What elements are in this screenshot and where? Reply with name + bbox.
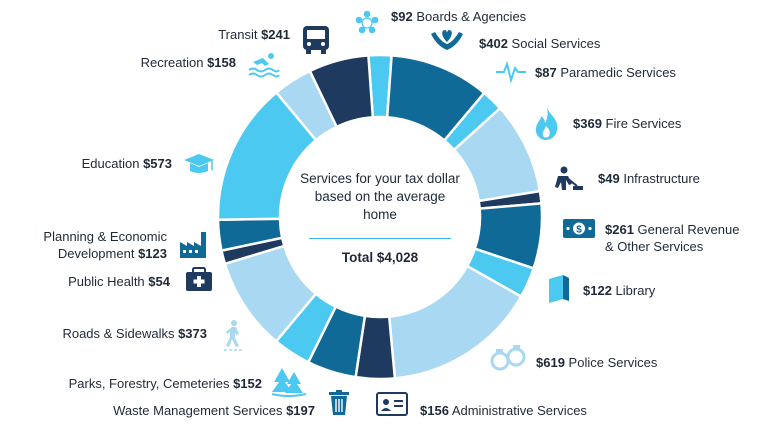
donut-slices: [216, 53, 544, 381]
id-card-icon: [376, 392, 408, 416]
flame-icon: [535, 108, 558, 140]
label-public-health: Public Health $54: [68, 274, 170, 289]
label-social-services: $402 Social Services: [479, 36, 601, 51]
bus-icon: [303, 26, 329, 54]
medical-kit-icon: [186, 267, 212, 291]
total-label: Total $4,028: [341, 250, 419, 265]
caring-hands-icon: [431, 30, 463, 50]
swimmer-icon: [248, 53, 280, 78]
people-circle-icon: [355, 10, 379, 34]
heartbeat-icon: [496, 60, 526, 84]
worker-shovel-icon: [555, 166, 583, 190]
label-parks-forestry: Parks, Forestry, Cemeteries $152: [68, 376, 262, 391]
book-icon: [549, 275, 569, 303]
label-general-revenue: $261 General Revenue & Other Services: [605, 222, 740, 254]
label-boards-agencies: $92 Boards & Agencies: [391, 9, 527, 24]
label-administrative-services: $156 Administrative Services: [420, 403, 587, 418]
label-education: Education $573: [81, 156, 172, 171]
label-waste-management: Waste Management Services $197: [113, 403, 315, 418]
pedestrian-icon: [224, 320, 244, 351]
graduation-cap-icon: [184, 154, 214, 173]
label-paramedic-services: $87 Paramedic Services: [535, 65, 676, 80]
label-police-services: $619 Police Services: [536, 355, 658, 370]
center-divider: [309, 238, 451, 239]
label-roads-sidewalks: Roads & Sidewalks $373: [62, 326, 207, 341]
label-infrastructure: $49 Infrastructure: [598, 171, 700, 186]
label-library: $122 Library: [583, 283, 656, 298]
svg-text:$: $: [576, 225, 582, 236]
label-recreation: Recreation $158: [140, 55, 236, 70]
trash-bin-icon: [329, 390, 349, 415]
center-description: Services for your tax dollar based on th…: [300, 171, 460, 222]
label-planning-economic: Planning & Economic Development $123: [43, 229, 167, 261]
label-fire-services: $369 Fire Services: [573, 116, 682, 131]
factory-icon: [180, 232, 206, 258]
banknote-icon: $: [563, 219, 595, 238]
slice-transit: [308, 54, 375, 129]
handcuffs-icon: [490, 345, 526, 371]
donut-center: Services for your tax dollar based on th…: [300, 170, 460, 267]
trees-icon: [271, 368, 307, 397]
label-transit: Transit $241: [218, 27, 290, 42]
